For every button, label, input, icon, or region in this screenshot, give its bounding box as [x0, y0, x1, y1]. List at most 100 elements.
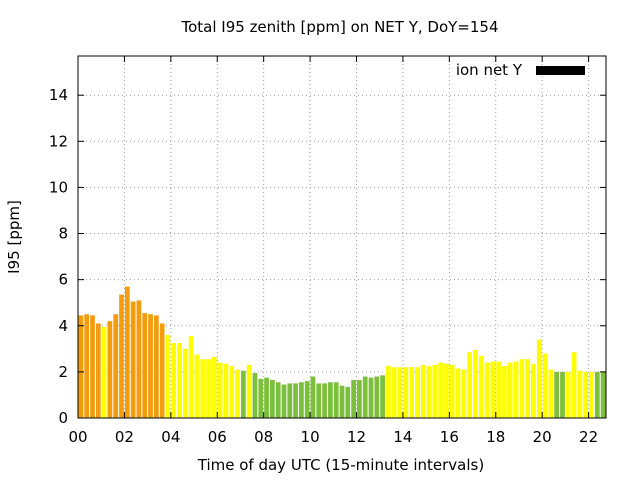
bar: [316, 383, 322, 418]
bar: [589, 371, 594, 418]
bar: [177, 343, 182, 418]
bar: [136, 300, 142, 418]
bar: [310, 376, 316, 418]
bar: [182, 348, 188, 418]
bar: [478, 355, 484, 418]
bar: [287, 383, 293, 418]
bar: [206, 359, 211, 418]
bar: [391, 367, 397, 418]
bar: [78, 315, 84, 418]
bar: [293, 383, 298, 418]
bar: [235, 369, 240, 418]
legend-swatch: [536, 66, 585, 75]
bar: [380, 375, 385, 418]
bar: [258, 378, 264, 418]
bar: [339, 385, 345, 418]
grid: [78, 56, 606, 418]
bar: [84, 314, 90, 418]
y-tick-label: 2: [58, 363, 68, 381]
bar: [420, 364, 426, 418]
bar: [449, 364, 455, 418]
x-tick-label: 02: [115, 428, 134, 446]
bar: [362, 376, 368, 418]
legend: ion net Y: [456, 61, 585, 79]
bar: [415, 367, 420, 418]
bar: [525, 359, 531, 418]
plot-frame: [77, 55, 607, 419]
bar: [165, 334, 171, 418]
bar: [229, 366, 235, 418]
x-tick-label: 10: [301, 428, 320, 446]
bar: [519, 359, 525, 418]
bar: [357, 379, 362, 418]
x-tick-label: 12: [347, 428, 366, 446]
legend-label: ion net Y: [456, 61, 523, 79]
x-tick-label: 00: [68, 428, 87, 446]
bar: [536, 339, 542, 418]
bar: [328, 382, 333, 418]
bar: [438, 362, 444, 418]
y-tick-label: 8: [58, 225, 68, 243]
x-tick-label: 04: [161, 428, 180, 446]
bar: [531, 363, 536, 418]
bar: [496, 361, 502, 418]
bar: [548, 369, 554, 418]
bar: [299, 382, 304, 418]
bar: [455, 368, 461, 418]
bar: [513, 361, 519, 418]
bar: [461, 369, 467, 418]
bar: [333, 382, 339, 418]
bar: [600, 371, 606, 418]
y-tick-label: 0: [58, 409, 68, 427]
bar: [444, 363, 449, 418]
bar: [171, 343, 177, 418]
bar: [565, 371, 571, 418]
bar: [368, 377, 374, 418]
chart-title: Total I95 zenith [ppm] on NET Y, DoY=154: [180, 18, 498, 36]
bar: [554, 371, 560, 418]
bar: [223, 363, 229, 418]
bar: [217, 362, 223, 418]
bar: [571, 352, 577, 418]
x-tick-label: 20: [533, 428, 552, 446]
bar: [124, 286, 130, 418]
bar: [577, 370, 583, 418]
bar: [467, 352, 473, 418]
y-tick-label: 12: [49, 132, 68, 150]
bar: [502, 366, 507, 418]
bar: [159, 323, 165, 418]
bar: [148, 314, 153, 418]
x-tick-label: 14: [393, 428, 412, 446]
bar: [281, 384, 287, 418]
bar: [304, 381, 310, 418]
bar: [240, 370, 246, 418]
bar: [188, 336, 194, 418]
bar: [397, 367, 403, 418]
y-tick-label: 10: [49, 178, 68, 196]
bar: [345, 386, 351, 418]
bar: [484, 362, 490, 418]
bar: [426, 366, 432, 418]
bar: [130, 301, 136, 418]
x-tick-label: 18: [486, 428, 505, 446]
x-tick-label: 08: [254, 428, 273, 446]
bar: [90, 315, 95, 418]
bar: [403, 367, 409, 418]
y-tick-label: 4: [58, 317, 68, 335]
bar: [264, 377, 269, 418]
x-axis-label: Time of day UTC (15-minute intervals): [197, 456, 484, 474]
y-tick-label: 6: [58, 271, 68, 289]
bar: [275, 382, 281, 418]
bar: [409, 367, 415, 418]
bar: [119, 294, 124, 418]
x-tick-label: 06: [208, 428, 227, 446]
bar: [142, 313, 148, 418]
bar: [269, 379, 275, 418]
bar: [322, 383, 327, 418]
bar: [542, 353, 548, 418]
bar: [583, 371, 589, 418]
x-tick-label: 16: [440, 428, 459, 446]
bar: [507, 362, 513, 418]
